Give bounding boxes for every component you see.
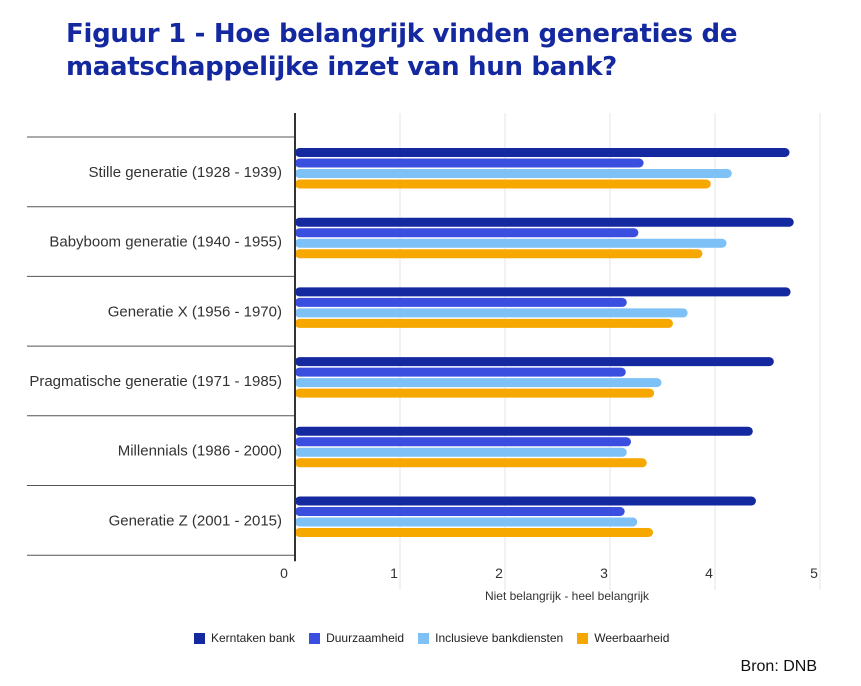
bar [295,388,655,398]
x-tick-label: 5 [810,565,818,581]
category-label: Generatie X (1956 - 1970) [108,303,282,320]
x-tick-labels: 0 1 2 3 4 5 [280,565,818,581]
legend-swatch [418,632,430,644]
bar [295,249,703,259]
bar [295,179,711,189]
category-label: Babyboom generatie (1940 - 1955) [49,234,282,251]
category-label: Millennials (1986 - 2000) [118,443,282,460]
legend-swatch [309,632,321,644]
x-axis-title: Niet belangrijk - heel belangrijk [485,589,650,603]
bar [295,507,625,516]
bar [295,158,644,168]
bar [295,238,727,248]
category-label: Stille generatie (1928 - 1939) [89,164,282,181]
bar [295,378,662,388]
bar-chart: Stille generatie (1928 - 1939) Babyboom g… [27,113,821,603]
category-label: Pragmatische generatie (1971 - 1985) [29,373,282,390]
legend-item: Weerbaarheid [577,631,669,645]
legend-label: Weerbaarheid [594,631,670,645]
legend-item: Inclusieve bankdiensten [418,631,563,645]
bar [295,308,688,318]
bar [295,217,794,227]
legend-label: Kerntaken bank [211,631,296,645]
bar [295,169,732,178]
category-separators [27,136,295,556]
bar [295,528,654,537]
x-tick-label: 4 [705,565,713,581]
bar [295,318,673,328]
bar [295,496,756,506]
bars [295,148,794,537]
bar [295,148,790,157]
source-note: Bron: DNB [740,658,817,675]
bar [295,287,791,297]
legend-label: Duurzaamheid [326,631,405,645]
legend-item: Duurzaamheid [309,631,404,645]
category-labels: Stille generatie (1928 - 1939) Babyboom g… [29,164,282,529]
chart-title: Figuur 1 - Hoe belangrijk vinden generat… [66,19,738,82]
bar [295,426,753,436]
x-tick-label: 2 [495,565,503,581]
legend-item: Kerntaken bank [194,631,295,645]
category-label: Generatie Z (2001 - 2015) [109,512,282,529]
x-tick-label: 0 [280,565,288,581]
bar [295,367,626,377]
legend-swatch [577,632,589,644]
bar [295,437,631,447]
legend-label: Inclusieve bankdiensten [435,631,564,645]
bar [295,357,774,367]
bar [295,297,627,307]
x-tick-label: 1 [390,565,398,581]
bar [295,447,627,457]
legend-swatch [194,632,205,644]
bar [295,228,639,238]
x-tick-label: 3 [600,565,608,581]
legend: Kerntaken bank Duurzaamheid Inclusieve ban… [194,631,669,645]
bar [295,458,647,468]
bar [295,517,638,527]
